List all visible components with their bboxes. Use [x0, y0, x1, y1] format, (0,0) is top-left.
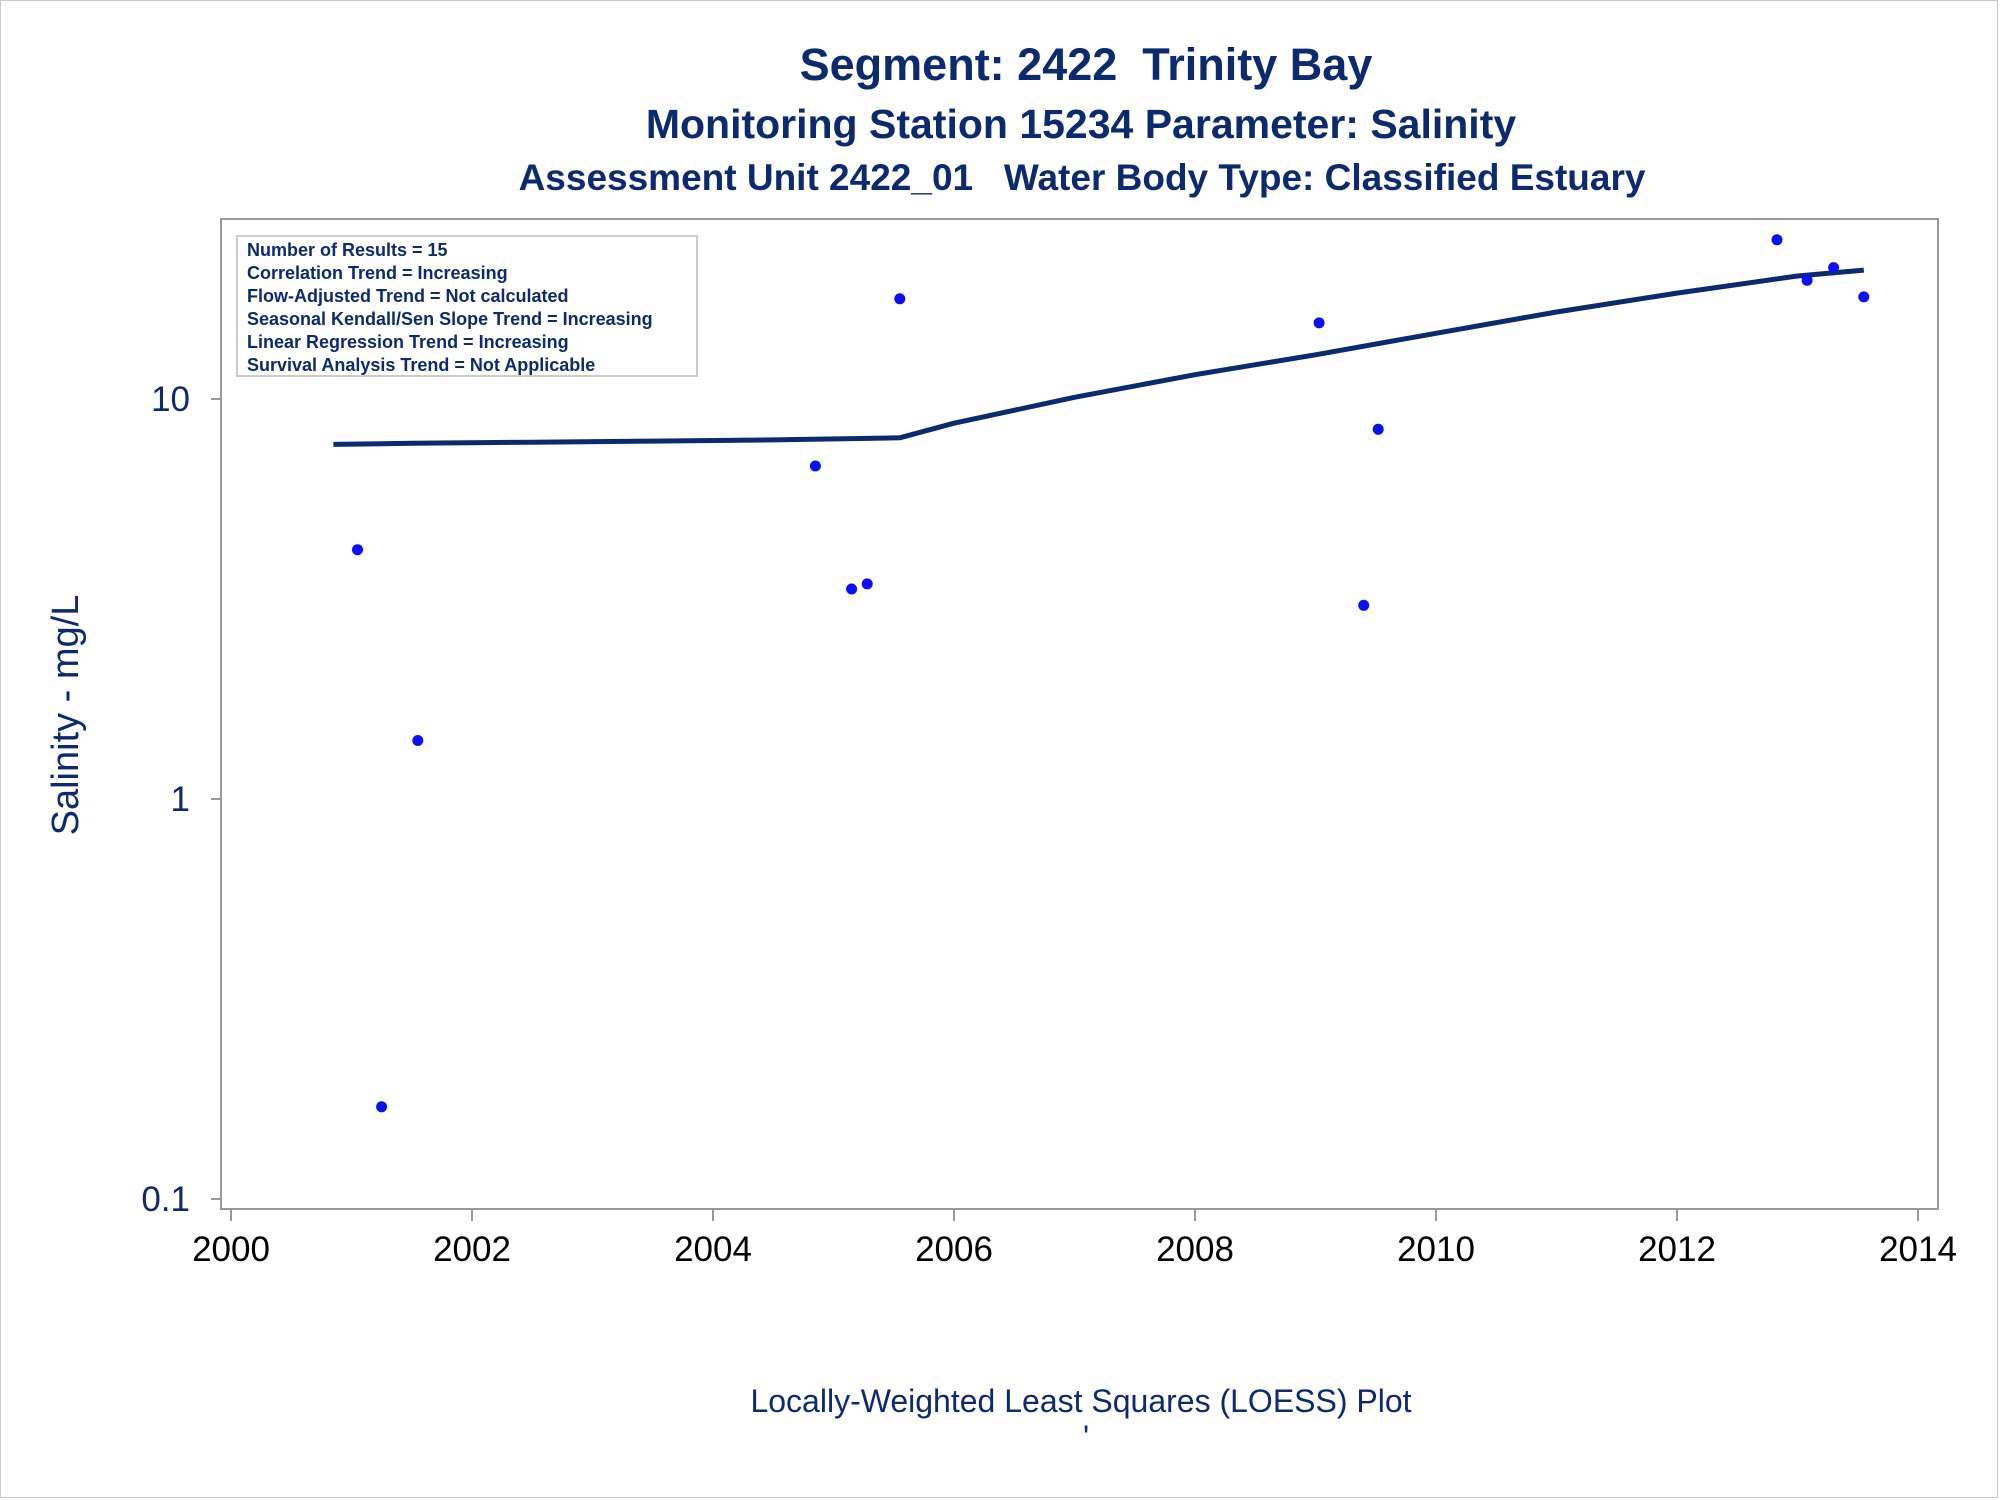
data-point: [809, 460, 821, 472]
chart-title: Segment: 2422 Trinity Bay: [800, 39, 1373, 90]
data-point: [1313, 317, 1325, 329]
chart-subtitle-2: Assessment Unit 2422_01 Water Body Type:…: [519, 157, 1646, 198]
loess-series: [333, 267, 1865, 447]
chart-footnote-2: ': [1083, 1419, 1089, 1455]
y-axis: 0.1 1 10: [141, 380, 221, 1219]
data-point: [1801, 274, 1813, 286]
y-tick-label: 0.1: [141, 1180, 190, 1219]
data-point: [846, 583, 858, 595]
stats-inset-line: Linear Regression Trend = Increasing: [247, 332, 569, 352]
data-point: [861, 578, 873, 590]
stats-inset-line: Seasonal Kendall/Sen Slope Trend = Incre…: [247, 309, 653, 329]
y-axis-title: Salinity - mg/L: [45, 595, 87, 836]
x-tick-label: 2004: [674, 1230, 752, 1269]
data-point: [1771, 234, 1783, 246]
data-point: [412, 735, 424, 746]
chart-footnote: Locally-Weighted Least Squares (LOESS) P…: [750, 1383, 1411, 1419]
data-point: [1372, 423, 1384, 435]
x-tick-label: 2008: [1156, 1230, 1234, 1269]
loess-line: [333, 267, 1865, 447]
data-point: [376, 1101, 388, 1113]
x-axis: 2000 2002 2004 2006 2008 2010 2012 2014: [192, 1209, 1957, 1269]
plot-area-frame: [220, 218, 1939, 1210]
x-tick-label: 2000: [192, 1230, 270, 1269]
stats-inset-line: Flow-Adjusted Trend = Not calculated: [247, 286, 569, 306]
x-tick-label: 2014: [1879, 1230, 1957, 1269]
x-tick-label: 2012: [1638, 1230, 1716, 1269]
data-point: [1358, 599, 1370, 611]
x-tick-label: 2002: [433, 1230, 511, 1269]
stats-inset-line: Survival Analysis Trend = Not Applicable: [247, 355, 595, 375]
y-tick-label: 10: [151, 380, 190, 419]
data-point: [352, 544, 363, 556]
chart-subtitle: Monitoring Station 15234 Parameter: Sali…: [646, 101, 1517, 147]
stats-inset-line: Number of Results = 15: [247, 240, 448, 260]
stats-inset: Number of Results = 15 Correlation Trend …: [247, 240, 653, 375]
data-point: [894, 293, 906, 305]
y-tick-label: 1: [171, 780, 190, 819]
x-tick-label: 2006: [915, 1230, 993, 1269]
x-tick-label: 2010: [1397, 1230, 1475, 1269]
data-point: [1858, 291, 1870, 303]
stats-inset-line: Correlation Trend = Increasing: [247, 263, 508, 283]
stats-inset-box: [236, 235, 698, 377]
scatter-series: [327, 234, 1870, 1113]
data-point: [1828, 262, 1840, 274]
